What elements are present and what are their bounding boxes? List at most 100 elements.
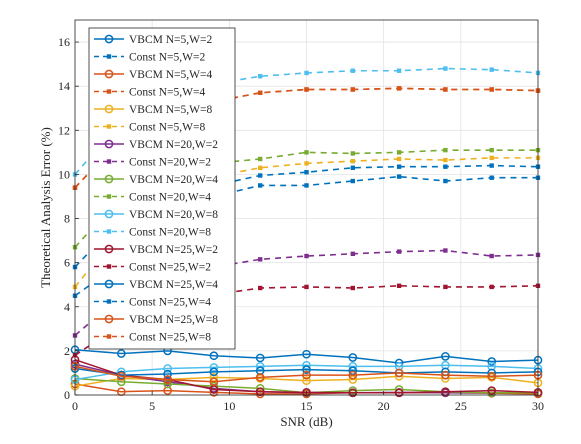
data-point [443, 248, 448, 253]
legend-label: VBCM N=20,W=4 [129, 174, 218, 186]
legend-item: VBCM N=20,W=2 [94, 139, 218, 151]
legend-swatch-marker [106, 159, 112, 164]
legend-swatch-marker [104, 244, 114, 254]
legend: VBCM N=5,W=2 Const N=5,W=2 VBCM N=5,W=4 Con… [88, 27, 236, 350]
legend-swatch-marker [104, 174, 114, 184]
data-point [396, 249, 402, 254]
legend-swatch-marker [106, 299, 112, 304]
legend-label: VBCM N=5,W=8 [129, 104, 213, 116]
legend-item: Const N=20,W=8 [94, 227, 211, 239]
data-point [487, 386, 497, 395]
data-point [443, 66, 448, 71]
legend-label: Const N=5,W=4 [129, 87, 205, 99]
data-point [443, 178, 448, 184]
legend-item: Const N=5,W=4 [94, 87, 205, 99]
data-point [302, 388, 311, 397]
legend-item: Const N=25,W=2 [94, 262, 211, 274]
data-point [348, 353, 358, 362]
legend-label: VBCM N=5,W=4 [129, 69, 213, 81]
data-point [209, 367, 219, 377]
data-point [489, 163, 494, 168]
data-point [443, 157, 448, 163]
data-point [396, 156, 402, 162]
legend-item: VBCM N=20,W=4 [94, 174, 218, 186]
data-point [396, 174, 402, 179]
legend-swatch-marker [104, 139, 114, 149]
data-point [489, 284, 494, 290]
data-point [350, 158, 355, 164]
y-tick-label: 2 [64, 344, 70, 358]
data-point [489, 87, 494, 92]
data-point [348, 375, 358, 384]
series-line [74, 349, 539, 364]
data-point [489, 147, 494, 153]
data-point [487, 371, 497, 381]
data-point [394, 368, 404, 378]
x-tick-label: 10 [223, 399, 235, 413]
data-point [396, 283, 402, 289]
legend-label: Const N=25,W=4 [129, 297, 211, 309]
legend-item: VBCM N=25,W=8 [94, 314, 218, 326]
legend-label: VBCM N=25,W=8 [129, 314, 218, 326]
y-tick-label: 0 [64, 388, 70, 402]
data-point [258, 285, 263, 291]
data-point [396, 68, 402, 73]
data-point [348, 361, 358, 371]
legend-item: Const N=20,W=4 [94, 192, 211, 204]
y-axis-label: Theoretical Analysis Error (%) [38, 127, 53, 288]
y-tick-label: 6 [64, 256, 70, 270]
legend-item: VBCM N=5,W=2 [94, 34, 213, 46]
y-tick-label: 14 [58, 79, 70, 93]
series-line [74, 365, 539, 383]
y-tick-label: 10 [58, 167, 70, 181]
legend-swatch-marker [104, 314, 114, 324]
y-tick-label: 16 [58, 35, 70, 49]
data-point [255, 373, 265, 382]
x-tick-label: 30 [532, 399, 544, 413]
data-point [304, 70, 309, 76]
y-tick-label: 8 [64, 212, 70, 226]
x-tick-label: 5 [149, 399, 155, 413]
series-layer [70, 66, 543, 399]
data-point [258, 173, 263, 178]
data-point [258, 165, 263, 170]
legend-swatch-marker [106, 124, 112, 129]
data-point [258, 156, 263, 162]
legend-swatch-marker [106, 89, 112, 94]
data-point [396, 150, 402, 155]
data-point [302, 349, 311, 359]
data-point [348, 366, 358, 376]
legend-swatch-marker [106, 194, 112, 199]
legend-swatch-marker [106, 54, 112, 59]
legend-item: Const N=5,W=8 [94, 122, 205, 134]
data-point [304, 170, 309, 175]
data-point [209, 351, 219, 361]
legend-label: VBCM N=20,W=2 [129, 139, 218, 151]
data-point [304, 87, 309, 92]
legend-swatch-marker [104, 34, 114, 44]
legend-swatch-marker [104, 104, 114, 114]
data-point [441, 370, 450, 380]
data-point [350, 151, 355, 156]
data-point [443, 87, 448, 92]
data-point [163, 364, 172, 373]
x-axis-label: SNR (dB) [280, 414, 332, 429]
legend-label: Const N=25,W=8 [129, 332, 211, 344]
legend-box [88, 27, 236, 350]
data-point [489, 67, 494, 72]
legend-label: VBCM N=25,W=2 [129, 244, 218, 256]
data-point [258, 257, 263, 262]
data-point [302, 360, 311, 370]
data-point [443, 147, 448, 153]
legend-item: VBCM N=20,W=8 [94, 209, 218, 221]
x-tick-label: 25 [455, 399, 467, 413]
data-point [350, 165, 355, 170]
data-point [258, 74, 263, 79]
data-point [304, 284, 309, 290]
legend-label: VBCM N=20,W=8 [129, 209, 218, 221]
data-point [489, 253, 494, 259]
legend-label: Const N=25,W=2 [129, 262, 211, 274]
legend-item: Const N=25,W=8 [94, 332, 211, 344]
data-point [487, 357, 497, 366]
data-point [441, 352, 450, 361]
